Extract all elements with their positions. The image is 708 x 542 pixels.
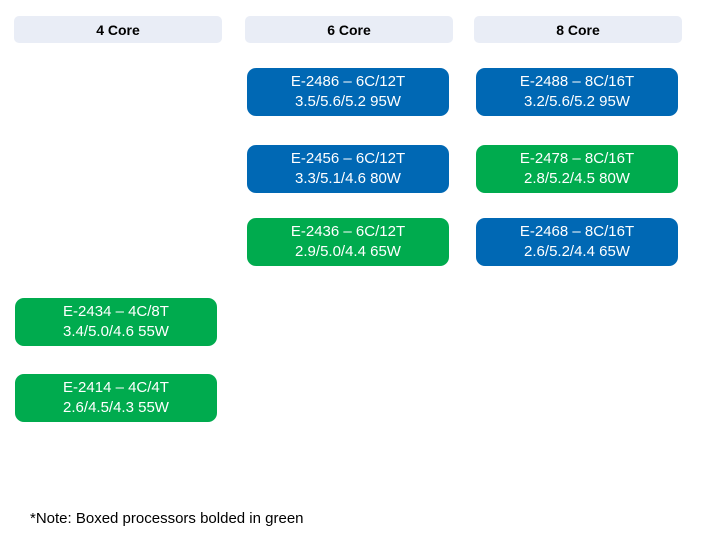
column-header-8-core: 8 Core (474, 16, 682, 43)
sku-box-e2468: E-2468 – 8C/16T 2.6/5.2/4.4 65W (476, 218, 678, 266)
sku-specs: 3.4/5.0/4.6 55W (63, 323, 169, 340)
sku-name: E-2434 – 4C/8T (63, 303, 169, 320)
sku-name: E-2414 – 4C/4T (63, 379, 169, 396)
sku-name: E-2488 – 8C/16T (519, 73, 635, 90)
sku-box-e2486: E-2486 – 6C/12T 3.5/5.6/5.2 95W (247, 68, 449, 116)
column-header-6-core: 6 Core (245, 16, 453, 43)
sku-box-e2414: E-2414 – 4C/4T 2.6/4.5/4.3 55W (15, 374, 217, 422)
sku-specs: 2.6/4.5/4.3 55W (63, 399, 169, 416)
sku-name: E-2478 – 8C/16T (519, 150, 635, 167)
sku-name: E-2456 – 6C/12T (290, 150, 406, 167)
sku-box-e2456: E-2456 – 6C/12T 3.3/5.1/4.6 80W (247, 145, 449, 193)
footnote: *Note: Boxed processors bolded in green (30, 510, 304, 527)
sku-specs: 3.3/5.1/4.6 80W (295, 170, 401, 187)
column-header-4-core: 4 Core (14, 16, 222, 43)
sku-specs: 2.8/5.2/4.5 80W (524, 170, 630, 187)
sku-name: E-2486 – 6C/12T (290, 73, 406, 90)
sku-name: E-2436 – 6C/12T (290, 223, 406, 240)
sku-specs: 3.2/5.6/5.2 95W (524, 93, 630, 110)
sku-box-e2478: E-2478 – 8C/16T 2.8/5.2/4.5 80W (476, 145, 678, 193)
sku-box-e2434: E-2434 – 4C/8T 3.4/5.0/4.6 55W (15, 298, 217, 346)
sku-name: E-2468 – 8C/16T (519, 223, 635, 240)
sku-box-e2488: E-2488 – 8C/16T 3.2/5.6/5.2 95W (476, 68, 678, 116)
sku-specs: 2.9/5.0/4.4 65W (295, 243, 401, 260)
sku-specs: 2.6/5.2/4.4 65W (524, 243, 630, 260)
sku-specs: 3.5/5.6/5.2 95W (295, 93, 401, 110)
sku-box-e2436: E-2436 – 6C/12T 2.9/5.0/4.4 65W (247, 218, 449, 266)
